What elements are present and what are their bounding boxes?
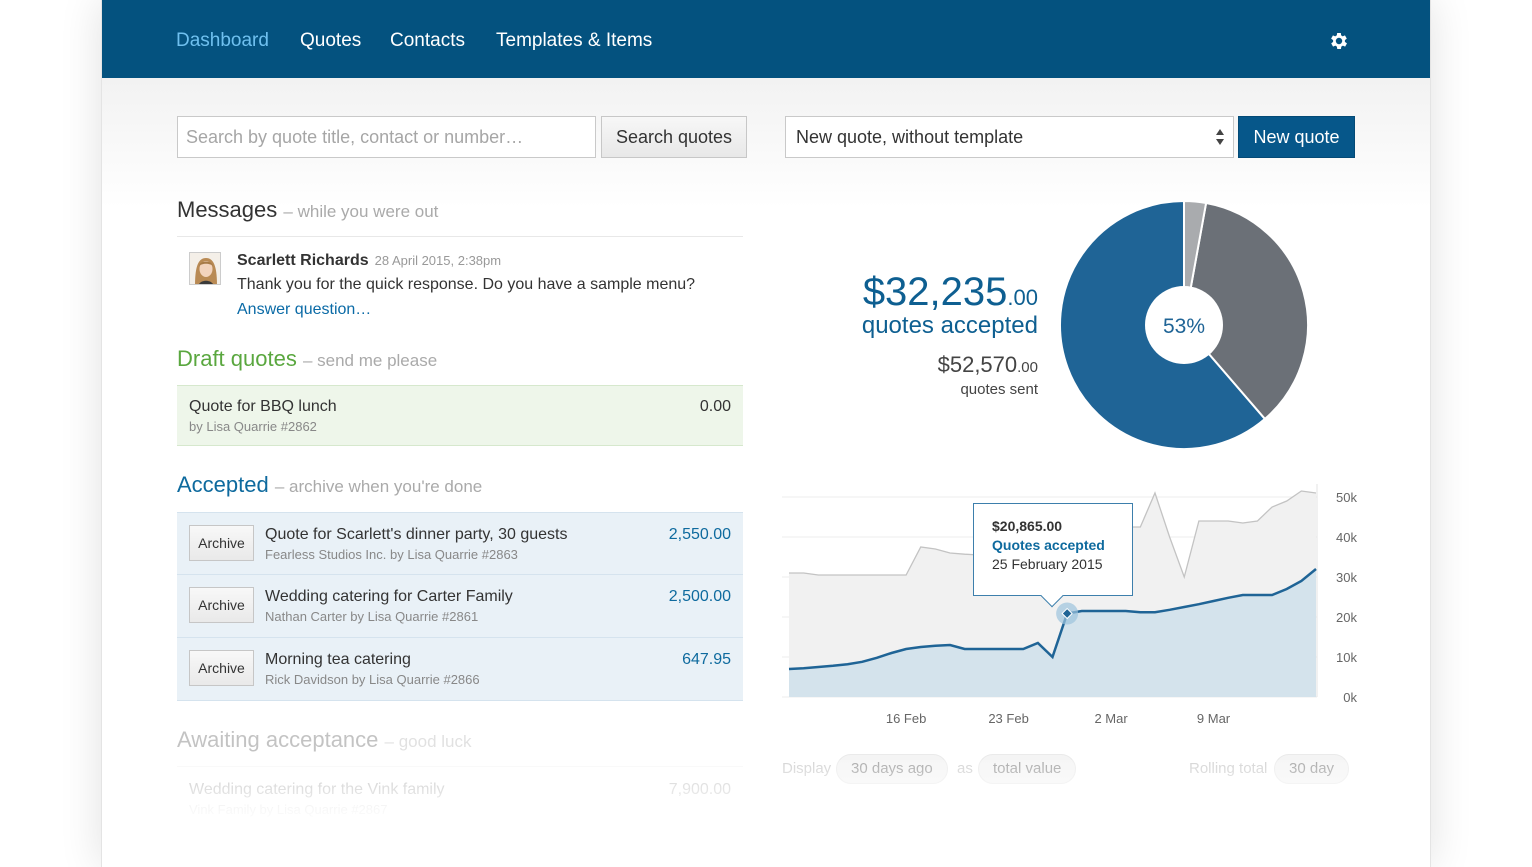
rolling-total-select[interactable]: 30 day bbox=[1274, 754, 1350, 784]
messages-title: Messages bbox=[177, 197, 278, 222]
tooltip-date: 25 February 2015 bbox=[992, 556, 1103, 572]
top-navigation-bar: Dashboard Quotes Contacts Templates & It… bbox=[102, 0, 1430, 78]
pie-center-hole bbox=[1145, 286, 1223, 364]
quote-amount: 2,550.00 bbox=[668, 526, 731, 543]
x-tick-label: 9 Mar bbox=[1197, 711, 1231, 726]
search-input[interactable] bbox=[177, 116, 596, 158]
quote-meta: Vink Family by Lisa Quarrie #2867 bbox=[189, 802, 388, 817]
quote-amount: 647.95 bbox=[682, 651, 731, 668]
accepted-total-dollars: $32,235 bbox=[862, 270, 1008, 314]
accepted-heading: Accepted – archive when you're done bbox=[177, 472, 482, 498]
draft-quotes-title: Draft quotes bbox=[177, 346, 297, 371]
sent-total-label: quotes sent bbox=[960, 381, 1038, 398]
x-tick-label: 16 Feb bbox=[886, 711, 926, 726]
quote-title: Morning tea catering bbox=[265, 651, 411, 668]
quote-title: Quote for Scarlett's dinner party, 30 gu… bbox=[265, 526, 568, 543]
accepted-total-label: quotes accepted bbox=[861, 312, 1038, 339]
chart-tooltip: $20,865.00 Quotes accepted 25 February 2… bbox=[973, 503, 1133, 608]
nav-contacts[interactable]: Contacts bbox=[390, 30, 465, 51]
as-label: as bbox=[957, 760, 973, 777]
accepted-total-cents: .00 bbox=[1007, 285, 1038, 310]
draft-quotes-subtitle: – send me please bbox=[302, 351, 438, 370]
x-tick-label: 23 Feb bbox=[988, 711, 1028, 726]
sent-total-cents: .00 bbox=[1017, 359, 1038, 376]
gear-icon[interactable] bbox=[1328, 30, 1350, 52]
accepted-total: $32,235.00 bbox=[863, 270, 1038, 315]
accepted-quote-row[interactable]: Archive Quote for Scarlett's dinner part… bbox=[177, 512, 743, 575]
y-tick-label: 50k bbox=[1336, 490, 1357, 505]
y-tick-label: 0k bbox=[1343, 690, 1357, 705]
quote-template-select[interactable]: New quote, without template bbox=[785, 116, 1234, 158]
avatar bbox=[189, 252, 221, 285]
nav-quotes[interactable]: Quotes bbox=[300, 30, 362, 51]
quote-title: Quote for BBQ lunch bbox=[189, 398, 337, 415]
pie-percent-label: 53% bbox=[1163, 315, 1205, 338]
accepted-series-line bbox=[788, 568, 1317, 671]
message-author: Scarlett Richards 28 April 2015, 2:38pm bbox=[237, 252, 501, 270]
select-arrows-icon bbox=[1216, 129, 1224, 145]
messages-subtitle: – while you were out bbox=[283, 202, 439, 221]
quote-meta: Rick Davidson by Lisa Quarrie #2866 bbox=[265, 672, 480, 687]
app-window: Dashboard Quotes Contacts Templates & It… bbox=[101, 0, 1431, 867]
y-tick-label: 20k bbox=[1336, 610, 1357, 625]
pie-slice bbox=[1182, 201, 1309, 421]
archive-button[interactable]: Archive bbox=[189, 650, 254, 686]
awaiting-title: Awaiting acceptance bbox=[177, 727, 379, 752]
draft-quote-row[interactable]: Quote for BBQ lunch by Lisa Quarrie #286… bbox=[177, 385, 743, 446]
accepted-title: Accepted bbox=[177, 472, 269, 497]
awaiting-acceptance-heading: Awaiting acceptance – good luck bbox=[177, 727, 471, 753]
quote-amount: 2,500.00 bbox=[668, 588, 731, 605]
awaiting-subtitle: – good luck bbox=[384, 732, 472, 751]
message-text: Thank you for the quick response. Do you… bbox=[237, 276, 696, 293]
y-tick-label: 40k bbox=[1336, 530, 1357, 545]
archive-button[interactable]: Archive bbox=[189, 587, 254, 623]
accepted-area bbox=[789, 569, 1316, 697]
measure-select[interactable]: total value bbox=[978, 754, 1077, 784]
display-label: Display bbox=[782, 760, 832, 777]
search-quotes-button[interactable]: Search quotes bbox=[601, 116, 747, 158]
nav-templates-items[interactable]: Templates & Items bbox=[496, 30, 653, 51]
draft-quotes-heading: Draft quotes – send me please bbox=[177, 346, 437, 372]
y-tick-label: 10k bbox=[1336, 650, 1357, 665]
tooltip-series: Quotes accepted bbox=[992, 537, 1105, 553]
sent-total-dollars: $52,570 bbox=[937, 352, 1018, 377]
y-tick-label: 30k bbox=[1336, 570, 1357, 585]
divider bbox=[177, 236, 743, 237]
accepted-subtitle: – archive when you're done bbox=[274, 477, 483, 496]
acceptance-pie-chart: 53% bbox=[1059, 200, 1309, 450]
quote-meta: Nathan Carter by Lisa Quarrie #2861 bbox=[265, 609, 479, 624]
accepted-quote-row[interactable]: Archive Morning tea catering Rick Davids… bbox=[177, 638, 743, 701]
quote-meta: by Lisa Quarrie #2862 bbox=[189, 419, 317, 434]
accepted-quote-row[interactable]: Archive Wedding catering for Carter Fami… bbox=[177, 575, 743, 638]
quote-amount: 7,900.00 bbox=[668, 781, 731, 798]
answer-question-link[interactable]: Answer question… bbox=[237, 301, 372, 318]
x-tick-label: 2 Mar bbox=[1094, 711, 1128, 726]
awaiting-quote-row[interactable]: Wedding catering for the Vink family Vin… bbox=[177, 767, 743, 827]
highlight-point bbox=[1061, 607, 1073, 620]
range-select[interactable]: 30 days ago bbox=[836, 754, 948, 784]
quote-title: Wedding catering for Carter Family bbox=[265, 588, 513, 605]
message-author-name: Scarlett Richards bbox=[237, 252, 369, 269]
message-timestamp: 28 April 2015, 2:38pm bbox=[374, 253, 502, 268]
archive-button[interactable]: Archive bbox=[189, 525, 254, 561]
quote-title: Wedding catering for the Vink family bbox=[189, 781, 445, 798]
messages-heading: Messages – while you were out bbox=[177, 197, 438, 223]
new-quote-button[interactable]: New quote bbox=[1238, 116, 1355, 158]
quote-amount: 0.00 bbox=[699, 398, 731, 415]
avatar-portrait-icon bbox=[190, 253, 220, 284]
tooltip-value: $20,865.00 bbox=[992, 518, 1063, 534]
nav-dashboard[interactable]: Dashboard bbox=[176, 30, 269, 51]
rolling-total-label: Rolling total bbox=[1189, 760, 1268, 777]
quote-meta: Fearless Studios Inc. by Lisa Quarrie #2… bbox=[265, 547, 518, 562]
quote-template-select-value: New quote, without template bbox=[796, 127, 1024, 147]
sent-total: $52,570.00 bbox=[938, 352, 1038, 378]
